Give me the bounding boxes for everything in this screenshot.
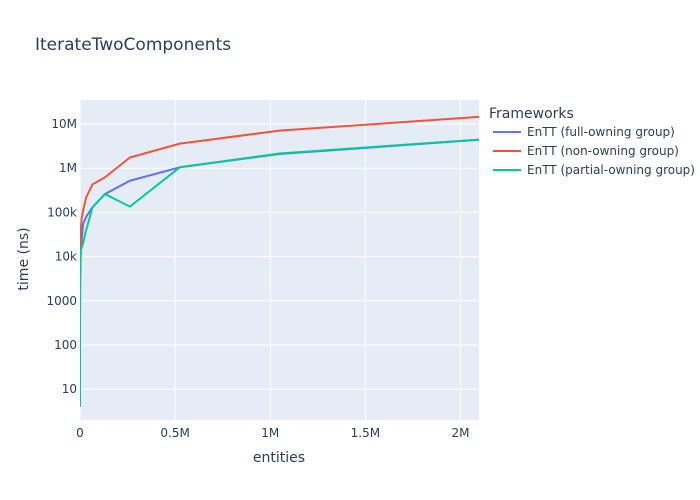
x-tick-label: 1M bbox=[261, 426, 279, 440]
x-tick-label: 1.5M bbox=[351, 426, 380, 440]
legend-label: EnTT (partial-owning group) bbox=[527, 163, 695, 177]
legend-item[interactable]: EnTT (partial-owning group) bbox=[493, 163, 695, 177]
series-line-3 bbox=[80, 138, 479, 407]
y-tick-label: 1M bbox=[59, 161, 77, 175]
legend-item[interactable]: EnTT (non-owning group) bbox=[493, 144, 679, 158]
grid bbox=[79, 100, 479, 420]
series-lines bbox=[80, 115, 479, 407]
x-tick-label: 0 bbox=[76, 426, 84, 440]
x-tick-label: 0.5M bbox=[160, 426, 189, 440]
x-tick-label: 2M bbox=[452, 426, 470, 440]
y-tick-label: 1000 bbox=[46, 294, 77, 308]
y-tick-label: 100k bbox=[47, 205, 77, 219]
chart-title: IterateTwoComponents bbox=[35, 35, 231, 55]
legend-label: EnTT (non-owning group) bbox=[527, 144, 679, 158]
y-tick-label: 10 bbox=[62, 382, 77, 396]
legend: Frameworks EnTT (full-owning group) EnTT … bbox=[489, 106, 695, 177]
y-tick-label: 100 bbox=[54, 338, 77, 352]
legend-title: Frameworks bbox=[489, 106, 574, 122]
axis-ticks: 0 0.5M 1M 1.5M 2M 10 100 1000 10k 100k 1M 10M bbox=[46, 117, 469, 440]
x-axis-title: entities bbox=[253, 450, 305, 466]
y-tick-label: 10M bbox=[51, 117, 77, 131]
plot-area bbox=[80, 100, 479, 420]
y-tick-label: 10k bbox=[55, 250, 77, 264]
y-axis-title: time (ns) bbox=[16, 227, 32, 290]
legend-item[interactable]: EnTT (full-owning group) bbox=[493, 125, 675, 139]
legend-label: EnTT (full-owning group) bbox=[527, 125, 675, 139]
